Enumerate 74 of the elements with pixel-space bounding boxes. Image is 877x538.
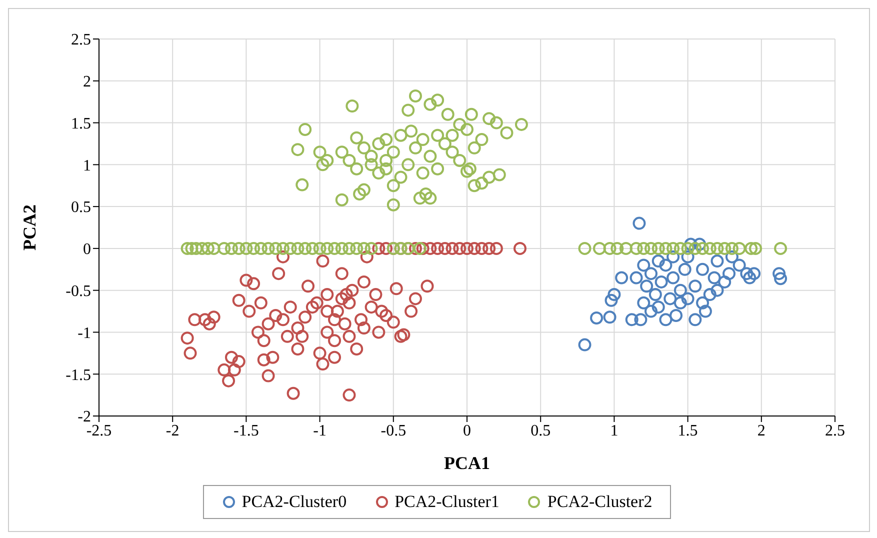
point [615, 271, 628, 284]
point [578, 338, 592, 352]
y-tick-label: -0.5 [66, 283, 91, 300]
point [644, 267, 658, 280]
x-tick-label: 0.5 [530, 422, 551, 440]
point [718, 275, 732, 288]
point [725, 250, 738, 264]
x-tick-label: -2 [166, 422, 180, 440]
x-tick-label: -0.5 [380, 422, 406, 440]
point [652, 254, 665, 268]
point [674, 284, 687, 297]
y-tick-label: 1.5 [71, 115, 91, 132]
point [732, 258, 746, 272]
point [648, 288, 662, 302]
point [681, 292, 694, 306]
point [664, 292, 677, 306]
point [703, 288, 716, 302]
point [654, 275, 668, 288]
y-tick-label: 2 [83, 74, 91, 91]
point [630, 271, 643, 284]
point [590, 311, 604, 324]
x-tick-label: 1 [610, 422, 618, 440]
point [659, 313, 672, 326]
x-tick-label: 2 [757, 422, 766, 440]
point [625, 313, 638, 326]
point [637, 296, 650, 310]
point [772, 267, 786, 280]
point [681, 250, 694, 264]
point [634, 313, 648, 326]
x-tick-label: -1 [313, 422, 326, 440]
point [748, 267, 761, 280]
legend-label: PCA2-Cluster0 [242, 492, 347, 512]
point [666, 250, 680, 264]
point [670, 308, 683, 322]
point [637, 258, 650, 272]
legend-label: PCA2-Cluster1 [394, 492, 500, 512]
y-axis-title: PCA2 [19, 204, 40, 250]
point [640, 280, 654, 293]
x-tick-label: 0 [463, 422, 471, 440]
y-tick-label: 0 [83, 241, 91, 258]
point [652, 300, 665, 314]
y-tick-label: -1 [78, 324, 91, 342]
point [678, 262, 692, 276]
point [698, 304, 712, 318]
point [722, 267, 736, 280]
point [604, 294, 618, 307]
x-tick-label: -1.5 [234, 422, 259, 440]
point [710, 284, 724, 297]
x-tick-label: 2.5 [825, 422, 845, 440]
point [659, 258, 672, 272]
point [674, 296, 687, 310]
point [710, 254, 724, 268]
point [666, 271, 680, 284]
point [743, 271, 756, 284]
x-tick-label: 1.5 [678, 422, 698, 440]
point [774, 272, 788, 286]
point [608, 288, 621, 302]
point [688, 280, 702, 293]
point [693, 238, 706, 251]
y-tick-label: -1.5 [66, 366, 91, 384]
point [740, 267, 754, 280]
y-tick-label: 0.5 [71, 199, 91, 216]
y-tick-label: 2.5 [71, 32, 91, 49]
point [696, 262, 710, 276]
point [688, 313, 702, 326]
point [696, 296, 710, 310]
x-axis-title: PCA1 [444, 453, 490, 473]
y-tick-label: 1 [83, 157, 91, 174]
legend-label: PCA2-Cluster2 [547, 492, 652, 512]
point [603, 310, 616, 324]
point [708, 271, 721, 284]
point [632, 216, 646, 230]
point [644, 304, 658, 318]
point [684, 238, 698, 251]
